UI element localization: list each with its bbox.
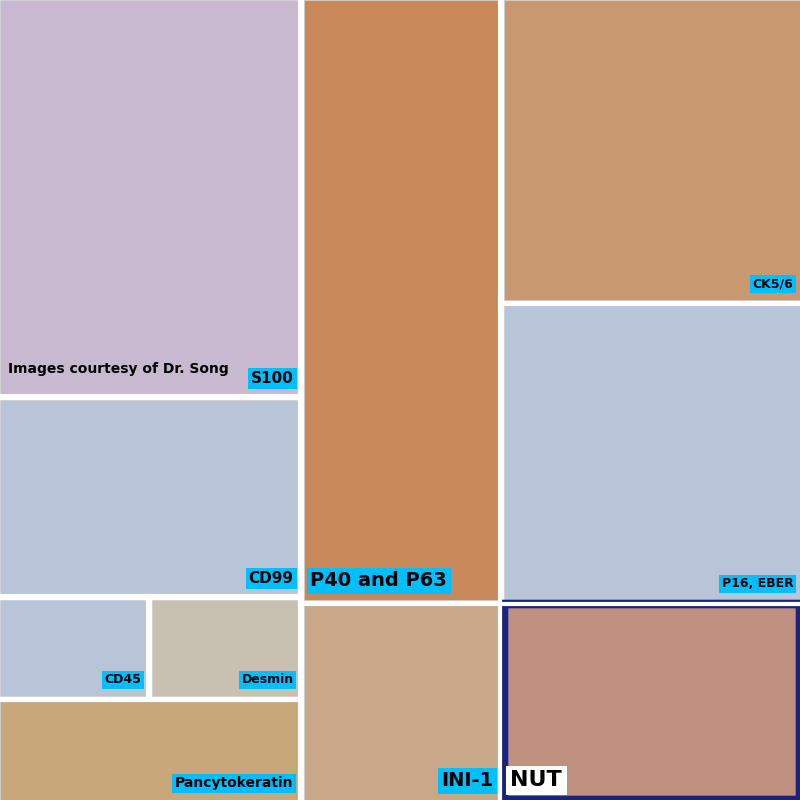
- Bar: [504, 304, 800, 600]
- Bar: [504, 0, 800, 300]
- Text: P16, EBER: P16, EBER: [722, 578, 794, 590]
- Text: Images courtesy of Dr. Song: Images courtesy of Dr. Song: [8, 362, 229, 376]
- Text: Desmin: Desmin: [242, 674, 294, 686]
- Bar: [504, 604, 800, 800]
- Text: S100: S100: [251, 371, 294, 386]
- Bar: [304, 0, 500, 600]
- Text: P40 and P63: P40 and P63: [310, 571, 447, 590]
- Bar: [0, 400, 300, 596]
- Bar: [0, 700, 300, 800]
- Text: CD45: CD45: [105, 674, 142, 686]
- Bar: [304, 604, 500, 800]
- Bar: [0, 0, 300, 396]
- Bar: [0, 600, 148, 696]
- Bar: [504, 604, 800, 800]
- Text: CD99: CD99: [249, 571, 294, 586]
- Text: INI-1: INI-1: [442, 771, 494, 790]
- Text: CK5/6: CK5/6: [753, 278, 794, 290]
- Bar: [504, 604, 800, 800]
- Text: Pancytokeratin: Pancytokeratin: [175, 776, 294, 790]
- Text: NUT: NUT: [510, 770, 562, 790]
- Bar: [152, 600, 300, 696]
